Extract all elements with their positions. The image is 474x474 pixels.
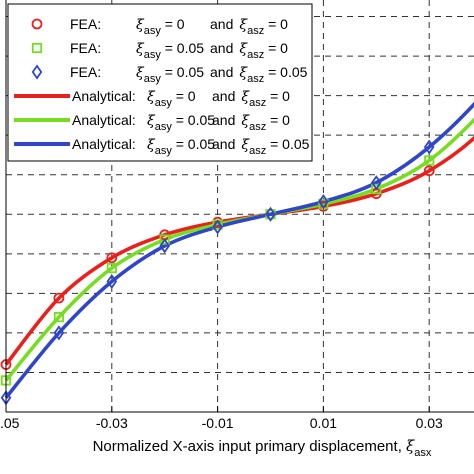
x-tick-label: 0.03 <box>416 415 443 431</box>
x-tick-label: .05 <box>0 415 20 431</box>
legend-box <box>7 3 313 162</box>
legend-entry: FEA: ξasy = 0.05 and ξasz = 0 <box>31 40 288 61</box>
legend-entry: Analytical: ξasy = 0.05and ξasz = 0 <box>14 112 290 133</box>
fea-point-diamond <box>423 139 435 155</box>
fea-point-diamond <box>106 273 118 290</box>
fea-point-diamond <box>53 325 65 341</box>
legend-label: FEA: ξasy = 0.05 and ξasz = 0.05 <box>70 64 308 85</box>
fea-point-circle <box>106 252 118 264</box>
fea-point-diamond <box>159 238 170 254</box>
legend-marker-circle <box>31 18 43 30</box>
legend-entry: Analytical: ξasy = 0.05and ξasz = 0.05 <box>14 136 310 157</box>
series-layer <box>0 101 474 406</box>
fea-point-square <box>106 262 117 274</box>
fea-point-diamond <box>371 175 382 191</box>
legend-label: Analytical: ξasy = 0 and ξasz = 0 <box>72 88 290 109</box>
legend-label: FEA: ξasy = 0.05 and ξasz = 0 <box>70 40 288 61</box>
legend-label: FEA: ξasy = 0 and ξasz = 0 <box>70 16 288 37</box>
fea-point-diamond <box>212 219 223 235</box>
legend-marker-square <box>31 42 43 54</box>
series-clip <box>0 101 474 406</box>
legend-entry: Analytical: ξasy = 0 and ξasz = 0 <box>14 88 290 109</box>
fea-point-diamond <box>265 206 276 222</box>
x-tick-label: -0.01 <box>202 415 234 431</box>
x-tick-label: 0.01 <box>310 415 337 431</box>
fea-point-square <box>371 183 382 195</box>
legend-entry: FEA: ξasy = 0 and ξasz = 0 <box>31 16 288 37</box>
legend: FEA: ξasy = 0 and ξasz = 0 FEA: ξasy = 0.05 an… <box>7 3 313 162</box>
legend-label: Analytical: ξasy = 0.05and ξasz = 0.05 <box>72 136 310 157</box>
fea-point-circle <box>423 165 435 177</box>
fea-point-square <box>159 234 170 245</box>
analytical-line-3 <box>4 101 474 399</box>
legend-label: Analytical: ξasy = 0.05and ξasz = 0 <box>72 112 290 133</box>
legend-marker-diamond <box>31 64 43 80</box>
x-tick-label: -0.03 <box>96 415 128 431</box>
fea-point-square <box>424 155 435 166</box>
fea-point-square <box>53 311 65 323</box>
x-ticks: .05 -0.03 -0.01 0.01 0.03 <box>0 406 443 431</box>
x-axis-label: Normalized X-axis input primary displace… <box>93 437 432 459</box>
legend-entry: FEA: ξasy = 0.05 and ξasz = 0.05 <box>31 64 308 85</box>
fea-point-diamond <box>318 194 329 210</box>
fea-point-circle <box>53 292 65 304</box>
